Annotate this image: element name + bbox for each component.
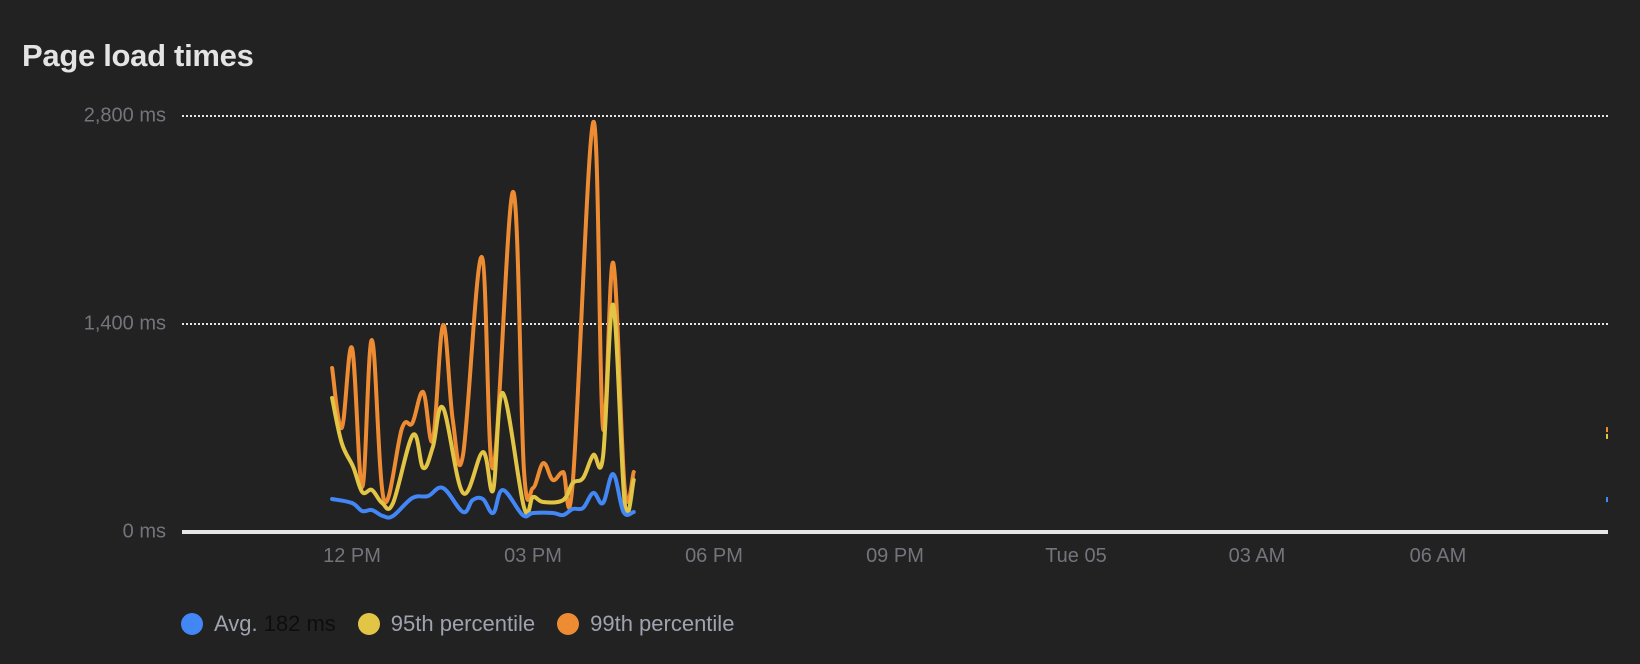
y-tick-label: 0 ms (122, 520, 166, 543)
x-tick-label: 12 PM (323, 545, 381, 567)
x-tick-label: Tue 05 (1045, 545, 1107, 567)
line-p95 (330, 302, 636, 516)
x-tick-label: 09 PM (866, 545, 924, 567)
gridlines (182, 115, 1608, 325)
p95-dot-icon (357, 613, 380, 635)
legend-label-avg: Avg. (214, 611, 258, 636)
legend-item-p99[interactable]: 99th percentile (557, 611, 734, 637)
legend-value-avg: 182 ms (263, 611, 336, 636)
avg-dot-icon (181, 613, 203, 635)
x-tick-label: 06 AM (1409, 545, 1467, 567)
x-tick-label: 06 PM (685, 545, 743, 567)
legend-label-p95: 95th percentile (390, 611, 536, 636)
chart-title: Page load times (22, 38, 254, 73)
line-p99 (330, 119, 636, 510)
y-tick-label: 2,800 ms (83, 104, 166, 127)
legend-item-p95[interactable]: 95th percentile (357, 611, 536, 637)
legend: Avg. 182 ms 95th percentile 99th percent… (181, 611, 756, 637)
y-tick-label: 1,400 ms (83, 312, 166, 335)
legend-label-p99: 99th percentile (590, 611, 735, 636)
edge-mark-p95 (1606, 433, 1608, 439)
legend-item-avg[interactable]: Avg. 182 ms (181, 611, 336, 637)
series-lines (330, 119, 1608, 520)
p99-dot-icon (557, 613, 580, 635)
line-avg (330, 472, 636, 520)
x-tick-label: 03 AM (1228, 545, 1286, 567)
x-tick-label: 03 PM (504, 545, 562, 567)
edge-mark-p99 (1606, 427, 1608, 433)
edge-mark-avg (1606, 497, 1608, 503)
